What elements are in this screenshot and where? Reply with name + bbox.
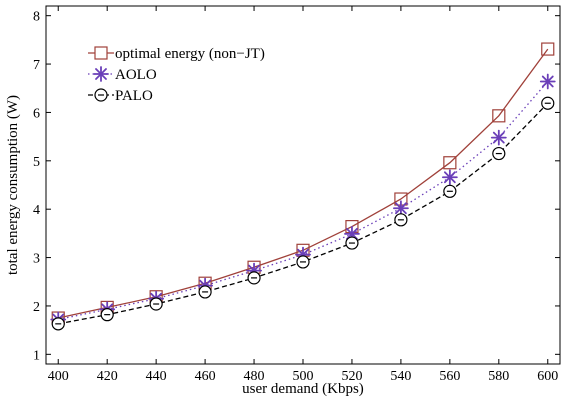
x-tick-label: 600 xyxy=(537,369,558,384)
y-tick-label: 6 xyxy=(33,106,40,121)
y-axis-label: total energy consumption (W) xyxy=(5,95,21,275)
x-tick-label: 480 xyxy=(244,369,265,384)
x-tick-label: 520 xyxy=(341,369,362,384)
legend-marker-square xyxy=(94,46,108,60)
legend-entry-aolo: AOLO xyxy=(88,66,157,83)
legend-entry-palo: PALO xyxy=(88,88,153,104)
x-tick-label: 440 xyxy=(146,369,167,384)
series-line xyxy=(58,81,549,321)
legend-label-optimal: optimal energy (non−JT) xyxy=(115,46,265,62)
x-tick-label: 560 xyxy=(439,369,460,384)
x-tick-label: 400 xyxy=(48,369,69,384)
legend-marker-asterisk xyxy=(93,66,109,82)
y-tick-label: 7 xyxy=(33,58,40,73)
x-ticks: 400 420 440 460 480 500 520 540 560 580 600 xyxy=(48,6,558,384)
x-tick-label: 540 xyxy=(390,369,411,384)
data-point-square xyxy=(492,109,506,123)
series-circle xyxy=(51,96,555,331)
data-point-asterisk xyxy=(393,200,409,217)
series-line xyxy=(58,102,549,325)
legend-label-palo: PALO xyxy=(115,88,153,104)
y-tick-label: 8 xyxy=(33,10,40,25)
series-layer xyxy=(50,42,556,331)
y-tick-label: 5 xyxy=(33,155,40,170)
y-ticks: 1 2 3 4 5 6 7 8 xyxy=(33,10,560,363)
legend-entry-optimal: optimal energy (non−JT) xyxy=(88,46,265,62)
data-point-square xyxy=(443,156,457,170)
x-tick-label: 460 xyxy=(195,369,216,384)
legend: optimal energy (non−JT) AOLO PALO xyxy=(88,46,265,104)
series-asterisk xyxy=(50,73,556,328)
data-point-asterisk xyxy=(441,169,458,186)
y-tick-label: 1 xyxy=(33,348,40,363)
series-square xyxy=(51,42,555,325)
data-point-square xyxy=(541,42,555,56)
x-tick-label: 580 xyxy=(488,369,509,384)
y-tick-label: 4 xyxy=(33,203,40,218)
legend-label-aolo: AOLO xyxy=(115,67,157,83)
x-axis-label: user demand (Kbps) xyxy=(242,381,364,397)
x-tick-label: 420 xyxy=(97,369,118,384)
x-tick-label: 500 xyxy=(293,369,314,384)
data-point-asterisk xyxy=(490,129,507,146)
y-tick-label: 2 xyxy=(33,300,40,315)
y-tick-label: 3 xyxy=(33,252,40,267)
data-point-asterisk xyxy=(539,73,556,90)
